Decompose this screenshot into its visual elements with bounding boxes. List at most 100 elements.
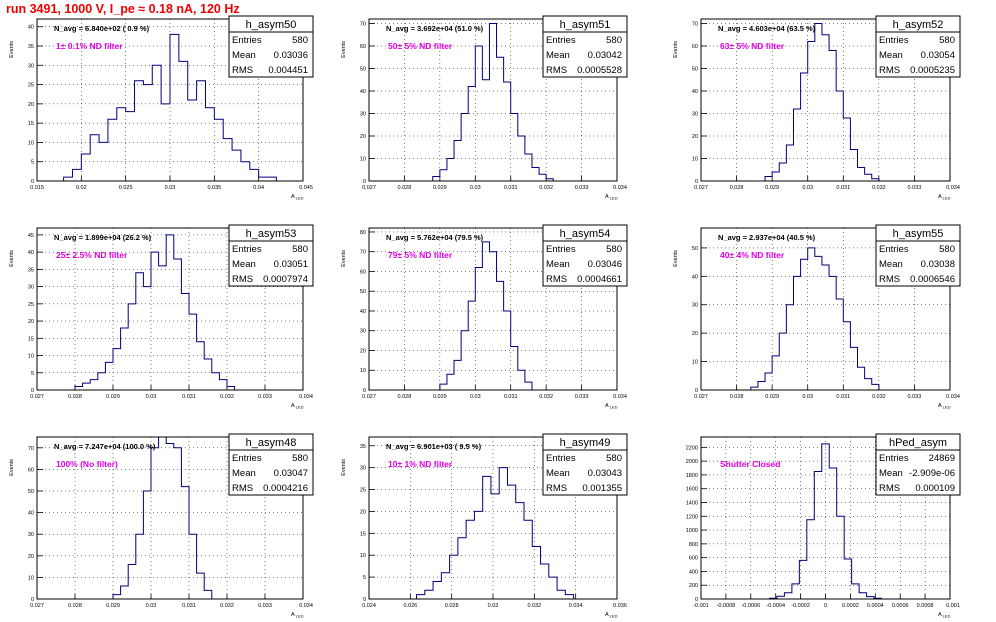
hist-name: h_asym51 — [560, 19, 611, 31]
histogram-outline — [750, 247, 880, 390]
histogram-bin — [188, 100, 197, 181]
y-axis-label: Events — [9, 41, 15, 58]
stats-box — [875, 224, 961, 287]
filter-annotation: 100% (No filter) — [56, 459, 118, 469]
histogram-bin — [525, 154, 532, 181]
y-tick-label: 10 — [360, 553, 366, 559]
histogram-bin — [489, 24, 496, 182]
y-tick-label: 35 — [360, 444, 366, 450]
histogram-bin — [227, 387, 235, 390]
x-tick-label: -0.001 — [693, 603, 709, 609]
y-tick-label: 40 — [692, 89, 698, 95]
x-tick-label: 0.033 — [575, 394, 589, 400]
histogram-bin — [829, 51, 836, 182]
y-tick-label: 600 — [689, 556, 698, 562]
histogram-bin — [461, 331, 468, 390]
histogram-bin — [858, 168, 865, 182]
y-tick-label: 10 — [28, 140, 34, 146]
histogram-bin — [511, 114, 518, 182]
filter-annotation: 10± 1% ND filter — [388, 459, 453, 469]
histogram-outline — [439, 241, 533, 390]
x-tick-label: 0.034 — [613, 185, 627, 191]
stat-rms-label: RMS — [879, 274, 900, 285]
plot-frame — [700, 18, 951, 182]
x-tick-label: 0.032 — [220, 603, 234, 609]
x-tick-label: 0.031 — [836, 185, 850, 191]
histogram-bin — [549, 577, 557, 599]
x-tick-label: 0.029 — [106, 394, 120, 400]
stat-mean-label: Mean — [232, 468, 256, 479]
x-tick-label: 0.033 — [908, 185, 922, 191]
stat-entries-label: Entries — [879, 453, 909, 464]
histogram-bin — [454, 360, 461, 390]
histogram-bin — [98, 373, 106, 390]
x-tick-label: 0.026 — [403, 603, 417, 609]
histogram-bin — [440, 170, 447, 181]
histogram-bin — [136, 534, 144, 599]
histogram-bin — [859, 593, 866, 599]
histogram-bin — [539, 174, 546, 181]
histogram-bin — [518, 370, 525, 390]
navg-title: N_avg = 2.937e+04 (40.5 %) — [718, 233, 816, 242]
histogram-bin — [174, 259, 182, 390]
stat-rms-label: RMS — [879, 483, 900, 494]
histogram-bin — [166, 235, 174, 390]
x-tick-label: 0.027 — [30, 603, 44, 609]
histogram-bin — [75, 387, 83, 390]
histogram-panel: 0.015 0.02 0.025 0.03 0.035 0.04 0.045 0 5 10 15 20… — [9, 15, 314, 201]
y-tick-label: 0 — [695, 597, 698, 603]
stat-rms-value: 0.0006546 — [910, 274, 955, 285]
y-tick-label: 30 — [28, 285, 34, 291]
y-tick-label: 15 — [28, 121, 34, 127]
histogram-bin — [858, 367, 865, 390]
stat-rms-label: RMS — [546, 483, 567, 494]
stat-entries-value: 580 — [292, 35, 308, 46]
y-tick-label: 50 — [360, 67, 366, 73]
x-tick-label: 0.028 — [730, 394, 744, 400]
x-tick-label: -0.0008 — [717, 603, 736, 609]
hist-name: h_asym53 — [246, 228, 297, 240]
navg-title: N_avg = 6.901e+03 ( 9.5 %) — [386, 442, 482, 451]
stat-rms-value: 0.0004216 — [263, 483, 308, 494]
stat-entries-label: Entries — [232, 35, 262, 46]
histogram-bin — [524, 520, 532, 599]
x-axis-label: ALED — [938, 403, 951, 410]
filter-annotation: 63± 5% ND filter — [720, 41, 785, 51]
histogram-bin — [483, 476, 491, 599]
y-tick-label: 60 — [360, 44, 366, 50]
stat-entries-value: 580 — [939, 244, 955, 255]
histogram-bin — [497, 281, 504, 390]
x-tick-label: 0.032 — [872, 394, 886, 400]
y-tick-label: 20 — [28, 554, 34, 560]
histogram-bin — [815, 24, 822, 182]
stat-mean-value: 0.03042 — [588, 50, 622, 61]
hist-name: h_asym52 — [893, 19, 944, 31]
x-tick-label: 0.035 — [207, 185, 221, 191]
y-tick-label: 70 — [360, 22, 366, 28]
histogram-bin — [491, 494, 499, 599]
plot-frame — [36, 18, 304, 182]
histogram-bin — [232, 150, 241, 181]
y-tick-label: 10 — [692, 360, 698, 366]
x-tick-label: 0.029 — [765, 185, 779, 191]
stat-mean-value: 0.03047 — [274, 468, 308, 479]
x-tick-label: 0.03 — [470, 185, 481, 191]
stat-rms-label: RMS — [546, 65, 567, 76]
histogram-bin — [143, 287, 151, 390]
histogram-bin — [852, 584, 859, 599]
x-tick-label: 0.029 — [106, 603, 120, 609]
x-tick-label: 0.031 — [504, 185, 518, 191]
histogram-bin — [822, 35, 829, 181]
stat-entries-label: Entries — [546, 453, 576, 464]
histogram-bin — [128, 564, 136, 599]
histogram-bin — [475, 268, 482, 390]
stat-mean-value: 0.03036 — [274, 50, 308, 61]
navg-title: N_avg = 1.899e+04 (26.2 %) — [54, 233, 152, 242]
y-tick-label: 50 — [692, 246, 698, 252]
x-tick-label: 0.001 — [946, 603, 960, 609]
histogram-bin — [843, 118, 850, 181]
y-axis-label: Events — [673, 250, 679, 267]
histogram-bin — [151, 448, 159, 599]
filter-annotation: 50± 5% ND filter — [388, 41, 453, 51]
